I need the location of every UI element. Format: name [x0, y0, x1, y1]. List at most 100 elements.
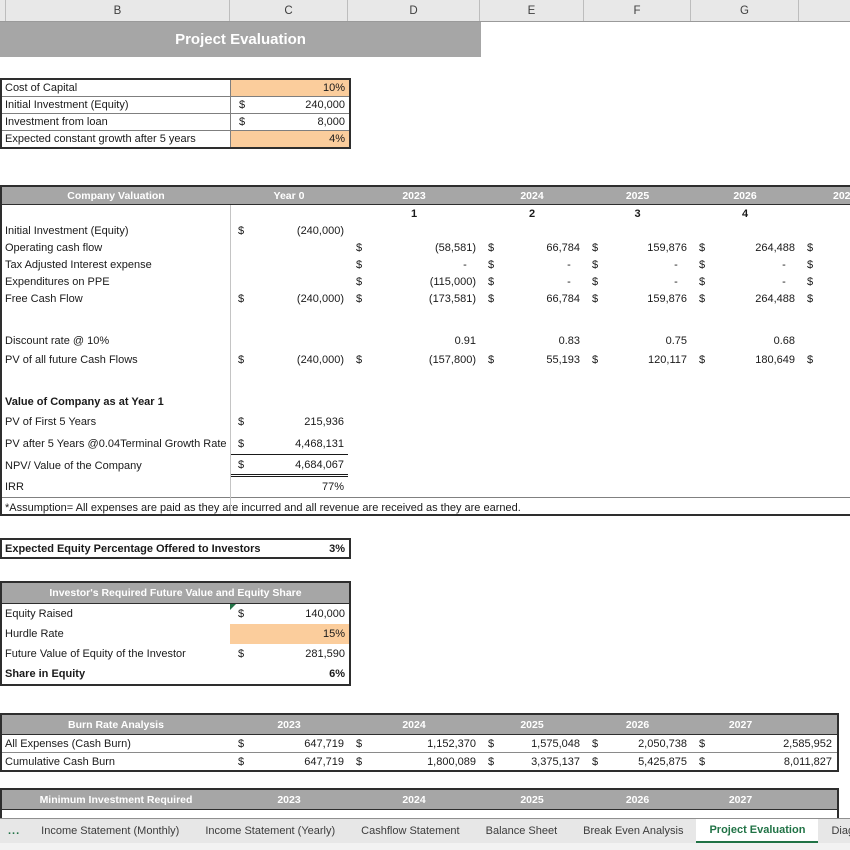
- cell[interactable]: $4,684,067: [230, 455, 348, 477]
- assumption-note-row[interactable]: *Assumption= All expenses are paid as th…: [2, 497, 850, 517]
- cell[interactable]: $120,117: [584, 349, 691, 371]
- cell[interactable]: [799, 455, 850, 477]
- cell[interactable]: $1,575,048: [480, 735, 584, 752]
- cell[interactable]: $647,719: [230, 735, 348, 752]
- cell[interactable]: [799, 393, 850, 411]
- cell[interactable]: $159,876: [584, 290, 691, 307]
- period-number-cell[interactable]: 3: [584, 205, 691, 222]
- tab-break-even-analysis[interactable]: Break Even Analysis: [570, 819, 696, 843]
- row-label-cell[interactable]: Expected Equity Percentage Offered to In…: [2, 540, 261, 557]
- row-label-cell[interactable]: PV of all future Cash Flows: [2, 349, 230, 371]
- cell[interactable]: $ -: [348, 256, 480, 273]
- cell[interactable]: $ -: [584, 256, 691, 273]
- row-label-cell[interactable]: Future Value of Equity of the Investor: [2, 644, 230, 664]
- cell[interactable]: 77%: [230, 477, 348, 497]
- cell[interactable]: [348, 393, 480, 411]
- cell[interactable]: [480, 477, 584, 497]
- row-label-cell[interactable]: Hurdle Rate: [2, 624, 230, 644]
- cell[interactable]: [584, 393, 691, 411]
- row-label-cell[interactable]: Tax Adjusted Interest expense: [2, 256, 230, 273]
- row-label-cell[interactable]: Initial Investment (Equity): [2, 97, 230, 113]
- year-header[interactable]: 2026: [584, 715, 691, 734]
- cell[interactable]: $ -: [480, 273, 584, 290]
- cell[interactable]: $1,152,370: [348, 735, 480, 752]
- cell[interactable]: [584, 433, 691, 455]
- cell[interactable]: $: [799, 273, 850, 290]
- year-header[interactable]: 2027: [799, 187, 850, 204]
- cell[interactable]: $: [799, 256, 850, 273]
- cell[interactable]: $180,649: [691, 349, 799, 371]
- year-header[interactable]: 2024: [348, 715, 480, 734]
- column-header-g[interactable]: G: [691, 0, 799, 21]
- cell[interactable]: [480, 455, 584, 477]
- column-header-a-sliver[interactable]: [0, 0, 6, 21]
- tab-income-statement-monthly[interactable]: Income Statement (Monthly): [28, 819, 192, 843]
- cell[interactable]: $ (58,581): [348, 239, 480, 256]
- row-label-cell[interactable]: Expected constant growth after 5 years: [2, 131, 230, 147]
- share-in-equity-cell[interactable]: 6%: [230, 664, 349, 684]
- cell[interactable]: [230, 393, 348, 411]
- cell[interactable]: [691, 455, 799, 477]
- cell[interactable]: [480, 393, 584, 411]
- cell[interactable]: $264,488: [691, 239, 799, 256]
- cell[interactable]: $4,468,131: [230, 433, 348, 455]
- cell[interactable]: $: [799, 239, 850, 256]
- row-label-cell[interactable]: Investment from loan: [2, 114, 230, 130]
- cell[interactable]: $: [799, 349, 850, 371]
- cell[interactable]: [348, 411, 480, 433]
- cell[interactable]: [2, 205, 230, 222]
- section-title[interactable]: Burn Rate Analysis: [2, 715, 230, 734]
- cell[interactable]: $2,050,738: [584, 735, 691, 752]
- tab-balance-sheet[interactable]: Balance Sheet: [473, 819, 571, 843]
- row-label-cell[interactable]: Cumulative Cash Burn: [2, 753, 230, 770]
- cell[interactable]: $: [799, 290, 850, 307]
- cell[interactable]: $ (173,581): [348, 290, 480, 307]
- year-header[interactable]: 2023: [348, 187, 480, 204]
- cell[interactable]: [480, 411, 584, 433]
- cell[interactable]: [230, 332, 348, 349]
- cell[interactable]: 0.91: [348, 332, 480, 349]
- cell[interactable]: $ (157,800): [348, 349, 480, 371]
- cost-of-capital-cell[interactable]: 10%: [230, 80, 349, 96]
- cell[interactable]: 0.83: [480, 332, 584, 349]
- cell[interactable]: $ -: [480, 256, 584, 273]
- cell[interactable]: $ (240,000): [230, 349, 348, 371]
- tab-diagnostic[interactable]: Diagn: [818, 819, 850, 843]
- equity-raised-cell[interactable]: $140,000: [230, 604, 349, 624]
- cell[interactable]: 0.75: [584, 332, 691, 349]
- cell[interactable]: [799, 433, 850, 455]
- cell[interactable]: $66,784: [480, 239, 584, 256]
- future-value-cell[interactable]: $281,590: [230, 644, 349, 664]
- row-label-cell[interactable]: Value of Company as at Year 1: [2, 393, 230, 411]
- year-header[interactable]: 2025: [584, 187, 691, 204]
- cell[interactable]: [480, 222, 584, 239]
- loan-investment-cell[interactable]: $8,000: [230, 114, 349, 130]
- cell[interactable]: [691, 477, 799, 497]
- cell[interactable]: $3,375,137: [480, 753, 584, 770]
- year-header[interactable]: 2024: [348, 790, 480, 809]
- cell[interactable]: [348, 455, 480, 477]
- column-header-e[interactable]: E: [480, 0, 584, 21]
- row-label-cell[interactable]: IRR: [2, 477, 230, 497]
- tab-income-statement-yearly[interactable]: Income Statement (Yearly): [192, 819, 348, 843]
- row-label-cell[interactable]: Equity Raised: [2, 604, 230, 624]
- tab-project-evaluation[interactable]: Project Evaluation: [696, 819, 819, 843]
- cell[interactable]: [230, 239, 348, 256]
- cell[interactable]: $ (240,000): [230, 222, 348, 239]
- period-number-cell[interactable]: 2: [480, 205, 584, 222]
- cell[interactable]: [348, 222, 480, 239]
- row-label-cell[interactable]: Share in Equity: [2, 664, 230, 684]
- cell[interactable]: $8,011,827: [691, 753, 838, 770]
- cell[interactable]: [691, 433, 799, 455]
- cell[interactable]: [691, 393, 799, 411]
- cell[interactable]: $ (115,000): [348, 273, 480, 290]
- cell[interactable]: $1,800,089: [348, 753, 480, 770]
- year-header[interactable]: 2027: [691, 790, 838, 809]
- cell[interactable]: $264,488: [691, 290, 799, 307]
- year-header[interactable]: 2027: [691, 715, 838, 734]
- row-label-cell[interactable]: Free Cash Flow: [2, 290, 230, 307]
- year-header[interactable]: 2023: [230, 715, 348, 734]
- column-header-d[interactable]: D: [348, 0, 480, 21]
- cell[interactable]: 0.68: [691, 332, 799, 349]
- cell[interactable]: [230, 256, 348, 273]
